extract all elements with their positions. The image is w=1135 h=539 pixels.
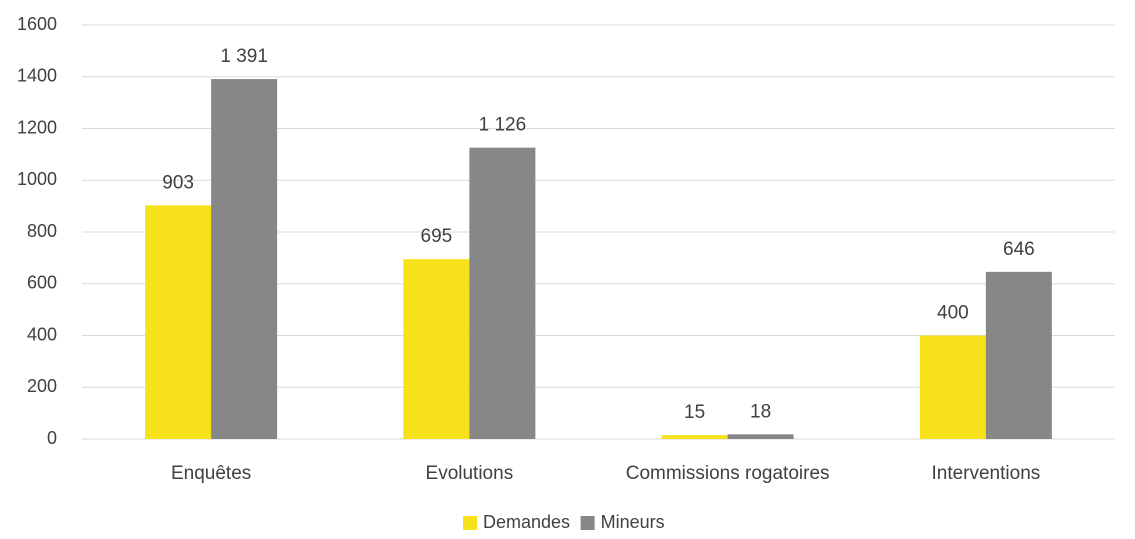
legend-swatch-demandes — [463, 516, 477, 530]
y-tick-label-600: 600 — [27, 273, 57, 293]
data-label-mineurs-0: 1 391 — [220, 46, 268, 67]
data-label-demandes-1: 695 — [421, 226, 453, 247]
y-tick-label-400: 400 — [27, 324, 57, 344]
legend-swatch-mineurs — [580, 516, 595, 530]
legend-label-mineurs: Mineurs — [601, 512, 665, 532]
bar-demandes-1 — [403, 259, 470, 439]
x-category-label-3: Interventions — [931, 463, 1040, 484]
y-tick-label-0: 0 — [47, 428, 57, 448]
x-category-label-0: Enquêtes — [171, 463, 251, 484]
data-label-demandes-2: 15 — [684, 402, 705, 423]
data-label-mineurs-1: 1 126 — [479, 115, 527, 136]
legend-label-demandes: Demandes — [483, 512, 570, 532]
y-tick-label-1000: 1000 — [17, 169, 57, 189]
bar-mineurs-2 — [727, 434, 794, 439]
x-category-label-2: Commissions rogatoires — [626, 463, 830, 484]
bar-mineurs-0 — [211, 79, 278, 440]
data-label-mineurs-2: 18 — [750, 401, 771, 422]
y-tick-label-800: 800 — [27, 221, 57, 241]
bar-demandes-2 — [661, 435, 728, 439]
x-category-label-1: Evolutions — [426, 463, 514, 484]
bar-mineurs-1 — [469, 147, 536, 439]
y-tick-label-1600: 1600 — [17, 14, 57, 34]
y-tick-label-1400: 1400 — [17, 66, 57, 86]
bar-demandes-3 — [919, 335, 986, 439]
data-label-mineurs-3: 646 — [1003, 239, 1035, 260]
bar-mineurs-3 — [985, 271, 1052, 439]
data-label-demandes-0: 903 — [162, 172, 194, 193]
data-label-demandes-3: 400 — [937, 303, 969, 324]
y-tick-label-200: 200 — [27, 376, 57, 396]
y-tick-label-1200: 1200 — [17, 117, 57, 137]
bar-demandes-0 — [145, 205, 212, 439]
